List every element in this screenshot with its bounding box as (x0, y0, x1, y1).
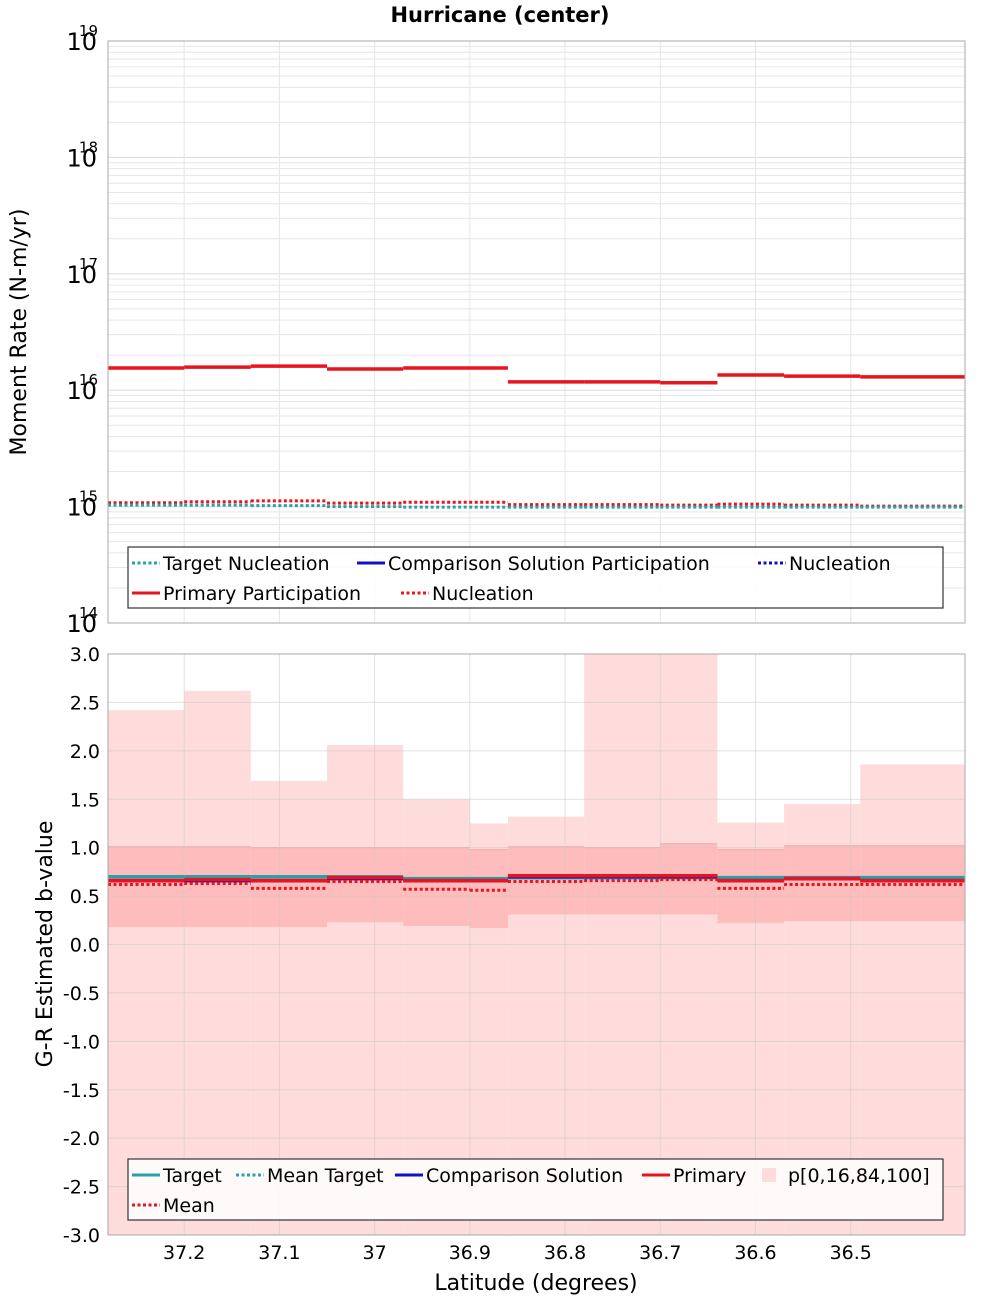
y-tick-exponent: 16 (79, 371, 98, 389)
y-tick-label: -1.5 (63, 1080, 100, 1102)
legend-label: Primary Participation (163, 583, 361, 605)
b-value-plot-frame (107, 653, 966, 1236)
y-tick-label: -3.0 (63, 1225, 100, 1247)
band-inner (184, 846, 251, 928)
y-tick-exponent: 19 (79, 22, 98, 40)
x-tick-label: 36.8 (544, 1242, 586, 1264)
y-tick-exponent: 17 (79, 255, 98, 273)
y-tick-exponent: 15 (79, 488, 98, 506)
y-tick-label: 1.5 (70, 789, 100, 811)
y-tick-label: 10 (66, 377, 97, 405)
moment-rate-series (108, 364, 965, 509)
x-tick-label: 37 (363, 1242, 387, 1264)
legend-label: Mean (163, 1195, 215, 1217)
y-tick-exponent: 14 (79, 604, 98, 622)
y-tick-label: 10 (66, 494, 97, 522)
moment-rate-grid (108, 41, 965, 624)
band-inner (327, 847, 404, 923)
b-value-series (108, 873, 965, 892)
legend-label: Comparison Solution (426, 1165, 623, 1187)
y-tick-label: 10 (66, 610, 97, 638)
band-inner (403, 847, 470, 927)
y-tick-label: 10 (66, 28, 97, 56)
x-tick-label: 36.9 (449, 1242, 491, 1264)
legend-label: Nucleation (789, 553, 891, 575)
b-value-y-axis-label: G-R Estimated b-value (33, 821, 58, 1068)
y-tick-label: 10 (66, 144, 97, 172)
y-tick-label: -2.0 (63, 1128, 100, 1150)
legend-label: Primary (673, 1165, 746, 1187)
y-tick-label: -1.0 (63, 1031, 100, 1053)
band-outer (184, 690, 251, 1235)
legend-label: Mean Target (267, 1165, 384, 1187)
y-tick-label: 1.0 (70, 838, 100, 860)
legend-label: Nucleation (432, 583, 534, 605)
band-inner (717, 849, 785, 924)
y-tick-label: 0.5 (70, 886, 100, 908)
band-outer (327, 745, 404, 1235)
legend-label: Target (162, 1165, 222, 1187)
x-tick-label: 36.5 (830, 1242, 872, 1264)
y-tick-label: 3.0 (70, 644, 100, 666)
y-tick-label: -0.5 (63, 983, 100, 1005)
legend-label: Target Nucleation (162, 553, 330, 575)
moment-rate-legend: Target Nucleation Comparison Solution Par… (127, 546, 944, 609)
y-tick-label: 2.5 (70, 692, 100, 714)
chart-title: Hurricane (center) (390, 3, 609, 27)
x-axis-ticks: 37.2 37.1 37 36.9 36.8 36.7 36.6 36.5 (163, 1242, 872, 1264)
legend-label: p[0,16,84,100] (788, 1165, 930, 1187)
x-tick-label: 36.6 (734, 1242, 776, 1264)
legend-swatch (762, 1168, 776, 1182)
y-tick-label: 2.0 (70, 741, 100, 763)
b-value-y-ticks: 3.0 2.5 2.0 1.5 1.0 0.5 0.0 -0.5 -1.0 -1.5 -2.0 -2.… (63, 644, 100, 1247)
legend-box (127, 1158, 944, 1221)
moment-rate-y-axis-label: Moment Rate (N-m/yr) (7, 209, 32, 456)
y-tick-label: 10 (66, 261, 97, 289)
band-inner (108, 846, 185, 928)
b-value-legend: Target Mean Target Comparison Solution Prim… (127, 1158, 944, 1221)
y-tick-label: -2.5 (63, 1177, 100, 1199)
x-tick-label: 37.1 (258, 1242, 300, 1264)
y-tick-label: 0.0 (70, 935, 100, 957)
x-tick-label: 37.2 (163, 1242, 205, 1264)
band-outer (860, 764, 965, 1235)
legend-box (127, 546, 944, 609)
band-outer (108, 710, 185, 1235)
b-value-panel: 3.0 2.5 2.0 1.5 1.0 0.5 0.0 -0.5 -1.0 -1.5 -2.0 -2.… (33, 644, 966, 1247)
moment-rate-plot-frame (107, 40, 966, 624)
y-tick-exponent: 18 (79, 138, 98, 156)
x-axis-label: Latitude (degrees) (434, 1271, 637, 1296)
x-tick-label: 36.7 (639, 1242, 681, 1264)
legend-label: Comparison Solution Participation (388, 553, 710, 575)
